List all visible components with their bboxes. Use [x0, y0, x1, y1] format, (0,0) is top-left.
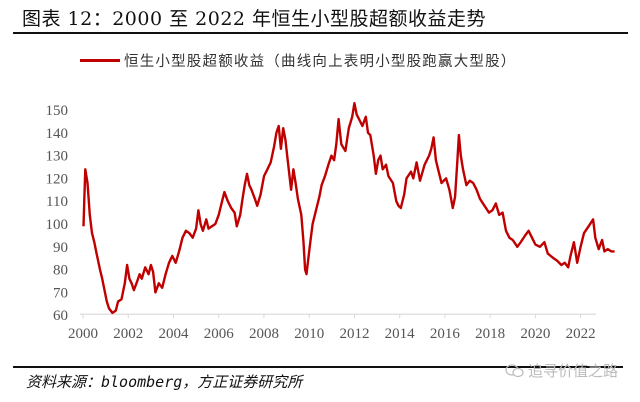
y-tick-label: 100 [46, 217, 69, 233]
y-tick-label: 90 [53, 240, 68, 256]
legend-swatch [80, 59, 120, 62]
x-tick-label: 2006 [204, 326, 235, 342]
y-tick-label: 120 [46, 171, 69, 187]
source-note: 资料来源：bloomberg，方正证券研究所 [26, 373, 303, 391]
x-tick-label: 2004 [158, 326, 189, 342]
x-tick-label: 2014 [385, 326, 416, 342]
x-tick-label: 2002 [113, 326, 143, 342]
y-tick-label: 140 [46, 126, 69, 142]
wechat-icon [505, 363, 524, 377]
y-tick-label: 110 [46, 194, 68, 210]
x-tick-label: 2022 [566, 326, 596, 342]
chart-title: 图表 12：2000 至 2022 年恒生小型股超额收益走势 [22, 8, 487, 30]
x-tick-label: 2012 [339, 326, 369, 342]
footer-rule [13, 366, 623, 368]
x-tick-label: 2010 [294, 326, 324, 342]
y-tick-label: 70 [53, 285, 68, 301]
x-tick-label: 2016 [430, 326, 461, 342]
watermark: 追寻价值之路 [505, 360, 618, 381]
y-tick-label: 80 [53, 263, 68, 279]
x-axis: 2000 2002 2004 2006 2008 2010 2012 2014 2016 2018… [68, 313, 596, 342]
title-rule [13, 32, 628, 34]
y-axis-labels: 60 70 80 90 100 110 120 130 140 150 [46, 103, 69, 324]
y-tick-label: 60 [53, 308, 68, 324]
excess-return-line [82, 101, 615, 315]
watermark-text: 追寻价值之路 [528, 362, 619, 380]
y-tick-label: 150 [46, 103, 69, 119]
chart-legend: 恒生小型股超额收益（曲线向上表明小型股跑赢大型股） [80, 50, 517, 71]
y-tick-label: 130 [46, 149, 69, 165]
x-tick-label: 2000 [68, 326, 98, 342]
legend-label: 恒生小型股超额收益（曲线向上表明小型股跑赢大型股） [124, 54, 517, 70]
x-tick-label: 2018 [475, 326, 505, 342]
x-tick-label: 2020 [520, 326, 550, 342]
x-tick-label: 2008 [249, 326, 279, 342]
